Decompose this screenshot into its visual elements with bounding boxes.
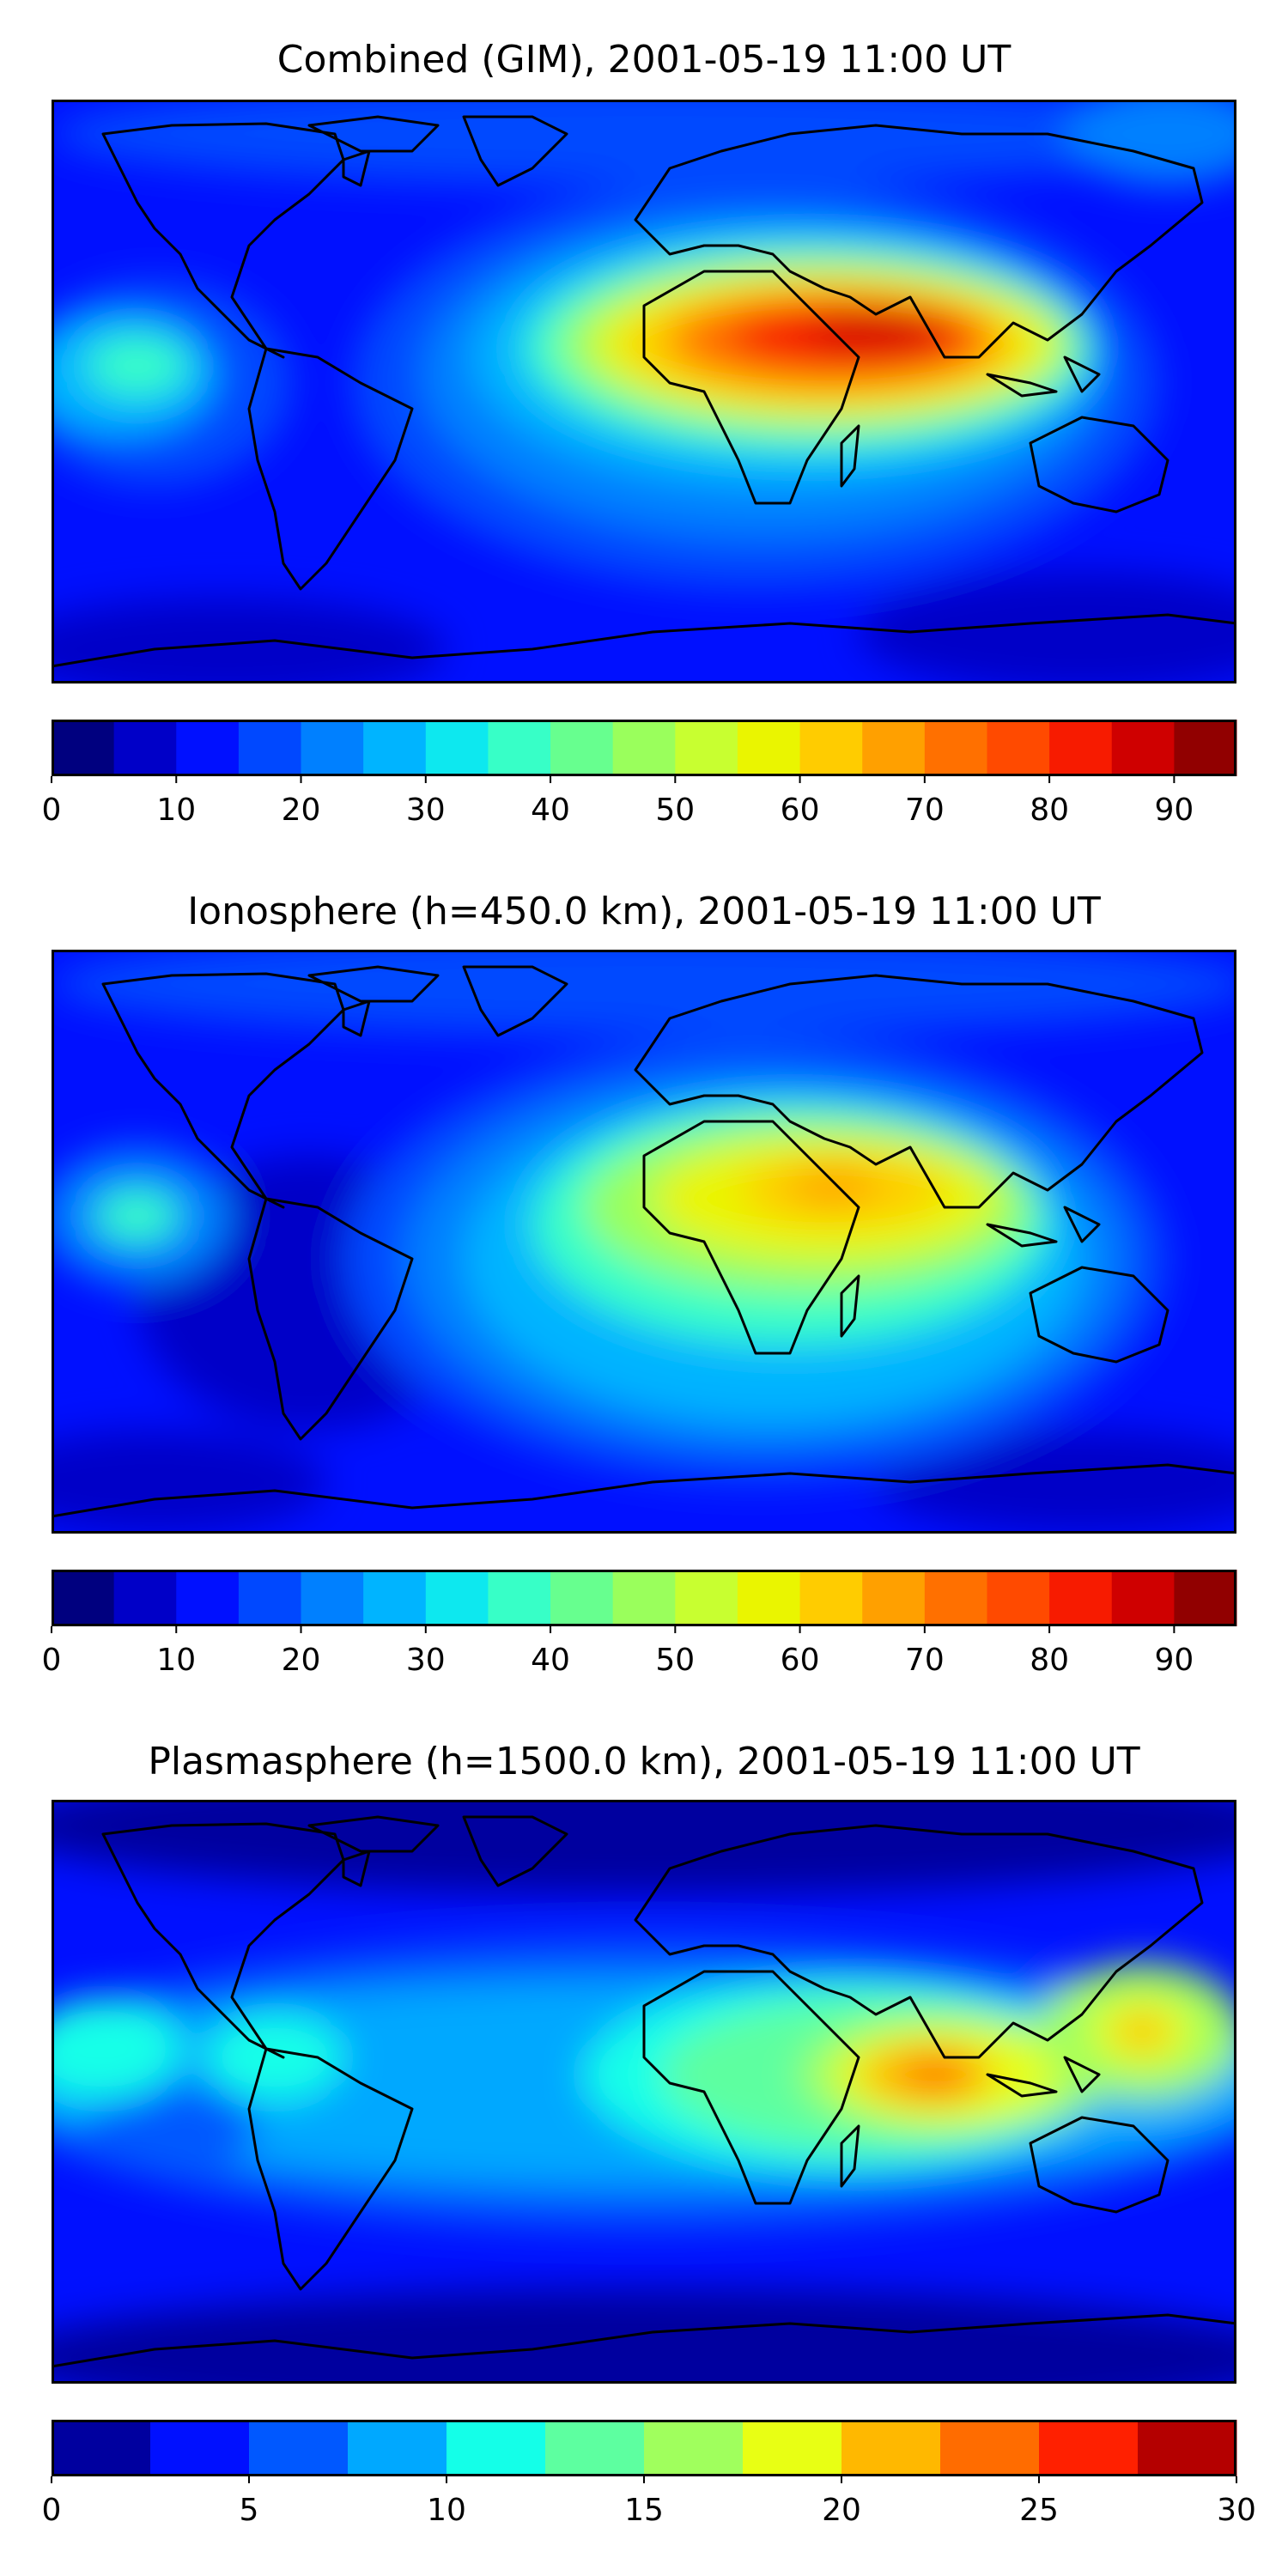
colorbar-segment bbox=[924, 720, 987, 776]
colorbar-combined bbox=[51, 720, 1237, 783]
colorbar-segment bbox=[52, 2420, 151, 2476]
colorbar-segment bbox=[176, 1570, 240, 1626]
colorbar-segment bbox=[150, 2420, 250, 2476]
colorbar-tick-label: 80 bbox=[1030, 1643, 1069, 1678]
colorbar-tick-label: 50 bbox=[655, 1643, 696, 1678]
colorbar-segment bbox=[1049, 720, 1113, 776]
colorbar-tick-label: 30 bbox=[1217, 2493, 1256, 2528]
colorbar-tick-label: 15 bbox=[624, 2493, 664, 2528]
colorbar-frame bbox=[52, 720, 1236, 776]
colorbar-segment bbox=[301, 720, 364, 776]
colorbar-segment bbox=[113, 1570, 177, 1626]
colorbar-tick-label: 60 bbox=[780, 1643, 820, 1678]
map-frame bbox=[52, 1800, 1236, 2384]
colorbar-segment bbox=[743, 2420, 842, 2476]
colorbar-tick-label: 40 bbox=[531, 793, 570, 828]
colorbar-segment bbox=[488, 720, 551, 776]
colorbar-tick-label: 20 bbox=[281, 793, 321, 828]
colorbar-segment bbox=[52, 1570, 115, 1626]
colorbar-segment bbox=[675, 720, 738, 776]
colorbar-segment bbox=[1174, 1570, 1237, 1626]
colorbar-tick-label: 10 bbox=[156, 793, 197, 828]
colorbar-segment bbox=[799, 1570, 863, 1626]
colorbar-tick-label: 10 bbox=[156, 1643, 197, 1678]
colorbar-segment bbox=[545, 2420, 645, 2476]
colorbar-segment bbox=[550, 1570, 614, 1626]
colorbar-segment bbox=[1111, 1570, 1175, 1626]
colorbar-tick-label: 5 bbox=[239, 2493, 259, 2528]
colorbar-segment bbox=[52, 720, 115, 776]
coastlines bbox=[52, 115, 1236, 668]
colorbar-segment bbox=[363, 1570, 427, 1626]
colorbar-tick-label: 40 bbox=[531, 1643, 570, 1678]
colorbar-segment bbox=[550, 720, 614, 776]
colorbar-ticks-combined: 0 10 20 30 40 50 60 70 80 90 bbox=[42, 783, 1236, 828]
colorbar-tick-label: 10 bbox=[427, 2493, 466, 2528]
colorbar-segment bbox=[1174, 720, 1237, 776]
colorbar-segment bbox=[862, 720, 926, 776]
colorbar-tick-label: 30 bbox=[405, 1643, 446, 1678]
colorbar-tick-label: 25 bbox=[1019, 2493, 1059, 2528]
colorbar-segment bbox=[1049, 1570, 1113, 1626]
colorbar-segment bbox=[176, 720, 240, 776]
map-frame bbox=[52, 950, 1236, 1534]
coastlines bbox=[52, 1815, 1236, 2368]
colorbar-tick-label: 50 bbox=[655, 793, 696, 828]
colorbar-segment bbox=[425, 720, 489, 776]
colorbar-plasmasphere bbox=[51, 2420, 1237, 2483]
colorbar-frame bbox=[52, 2420, 1236, 2476]
panel-title: Ionosphere (h=450.0 km), 2001-05-19 11:0… bbox=[187, 890, 1101, 933]
colorbar-segment bbox=[488, 1570, 551, 1626]
panel-title: Plasmasphere (h=1500.0 km), 2001-05-19 1… bbox=[148, 1740, 1140, 1783]
colorbar-segment bbox=[1039, 2420, 1139, 2476]
colorbar-segment bbox=[238, 1570, 302, 1626]
colorbar-tick-label: 20 bbox=[281, 1643, 321, 1678]
colorbar-segment bbox=[924, 1570, 987, 1626]
colorbar-tick-label: 90 bbox=[1154, 1643, 1194, 1678]
colorbar-segment bbox=[737, 720, 801, 776]
colorbar-segment bbox=[1138, 2420, 1237, 2476]
colorbar-segment bbox=[987, 1570, 1050, 1626]
colorbar-segment bbox=[1111, 720, 1175, 776]
tec-map-combined bbox=[52, 100, 1236, 683]
colorbar-segment bbox=[862, 1570, 926, 1626]
colorbar-tick-label: 80 bbox=[1030, 793, 1069, 828]
colorbar-tick-label: 60 bbox=[780, 793, 820, 828]
colorbar-segment bbox=[425, 1570, 489, 1626]
panel-title: Combined (GIM), 2001-05-19 11:00 UT bbox=[276, 38, 1012, 82]
colorbar-segment bbox=[987, 720, 1050, 776]
colorbar-tick-label: 20 bbox=[822, 2493, 861, 2528]
colorbar-segment bbox=[612, 720, 676, 776]
tec-map-plasmasphere bbox=[52, 1800, 1236, 2384]
colorbar-tick-label: 0 bbox=[41, 793, 62, 828]
colorbar-segment bbox=[363, 720, 427, 776]
colorbar-segment bbox=[113, 720, 177, 776]
colorbar-segment bbox=[447, 2420, 546, 2476]
map-frame bbox=[52, 100, 1236, 683]
colorbar-frame bbox=[52, 1570, 1236, 1626]
colorbar-tick-label: 70 bbox=[904, 793, 945, 828]
colorbar-tick-label: 0 bbox=[41, 2493, 62, 2528]
colorbar-tick-label: 90 bbox=[1154, 793, 1194, 828]
colorbar-segment bbox=[238, 720, 302, 776]
colorbar-tick-label: 70 bbox=[904, 1643, 945, 1678]
colorbar-ticks-ionosphere: 0 10 20 30 40 50 60 70 80 90 bbox=[42, 1633, 1236, 1678]
colorbar-ticks-plasmasphere: 0 5 10 15 20 25 30 bbox=[42, 2483, 1256, 2528]
colorbar-tick-label: 30 bbox=[405, 793, 446, 828]
colorbar-tick-label: 0 bbox=[41, 1643, 62, 1678]
tec-map-ionosphere bbox=[52, 950, 1236, 1534]
colorbar-segment bbox=[249, 2420, 349, 2476]
colorbar-segment bbox=[612, 1570, 676, 1626]
colorbar-segment bbox=[675, 1570, 738, 1626]
colorbar-segment bbox=[301, 1570, 364, 1626]
colorbar-segment bbox=[799, 720, 863, 776]
coastlines bbox=[52, 965, 1236, 1518]
colorbar-segment bbox=[348, 2420, 447, 2476]
colorbar-segment bbox=[841, 2420, 941, 2476]
colorbar-segment bbox=[644, 2420, 744, 2476]
colorbar-segment bbox=[940, 2420, 1040, 2476]
colorbar-segment bbox=[737, 1570, 801, 1626]
colorbar-ionosphere bbox=[51, 1570, 1237, 1633]
